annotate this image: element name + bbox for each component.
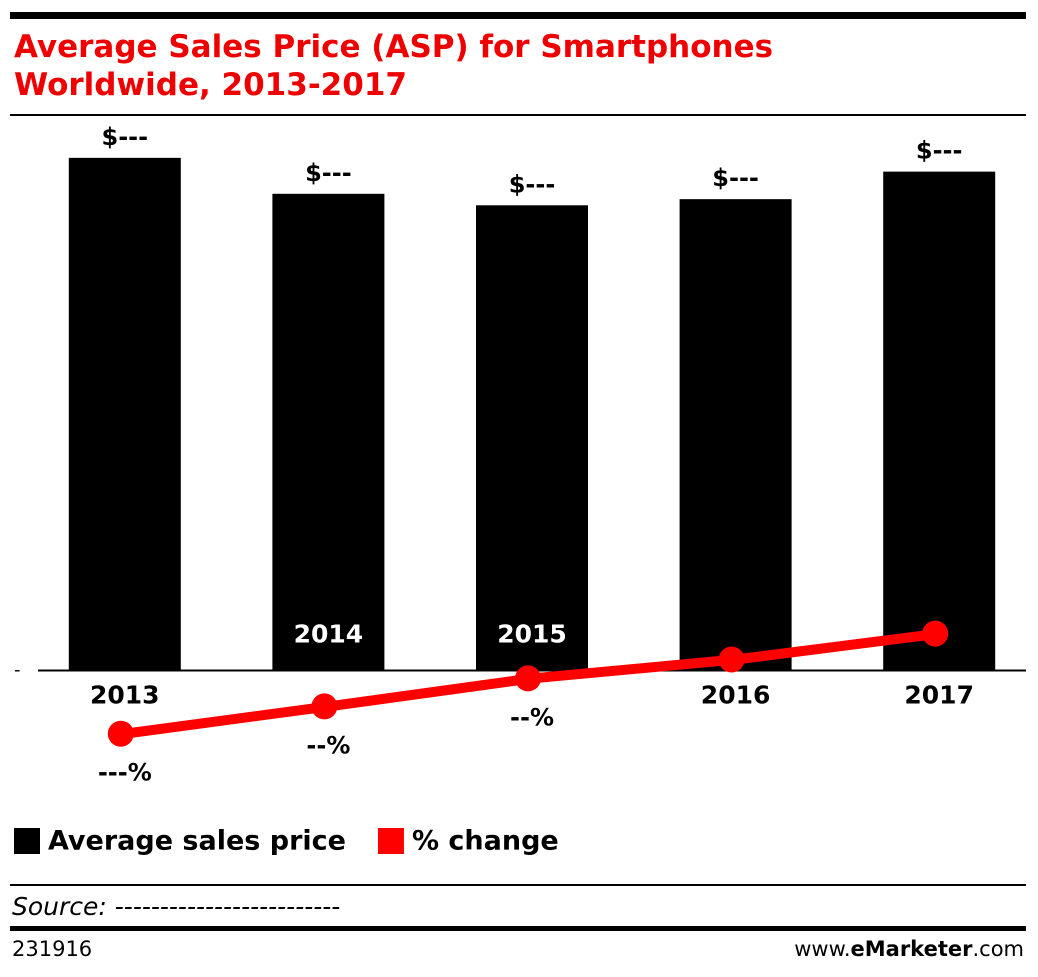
value-label: --%: [306, 731, 350, 759]
value-label: $---: [712, 164, 759, 192]
x-tick-label: 2016: [701, 680, 771, 709]
bar: [68, 157, 181, 671]
bar: [883, 171, 996, 671]
value-label: -%: [719, 611, 753, 639]
point: [311, 693, 338, 720]
x-tick-label: 2014: [294, 619, 364, 648]
x-tick-label: 2013: [90, 680, 160, 709]
site: www.eMarketer.com: [794, 937, 1024, 961]
chart-id: 231916: [12, 937, 92, 961]
legend-swatch: [14, 828, 40, 854]
y-tick-label: -: [14, 659, 21, 680]
value-label: ---%: [98, 759, 152, 787]
bar: [679, 199, 792, 671]
bar: [272, 193, 385, 671]
value-label: $---: [509, 170, 556, 198]
site-part: .com: [972, 937, 1024, 961]
chart-title: Average Sales Price (ASP) for Smartphone…: [14, 29, 774, 103]
value-label: --%: [510, 703, 554, 731]
value-label: $---: [916, 137, 963, 165]
site-part: www.: [794, 937, 850, 961]
point: [515, 665, 541, 692]
point: [718, 646, 745, 673]
point: [107, 720, 134, 747]
value-label: $---: [305, 159, 352, 187]
x-tick-label: 2015: [497, 619, 567, 648]
site-part: eMarketer: [851, 937, 974, 961]
x-tick-label: 2017: [904, 680, 974, 709]
value-label: $---: [102, 123, 149, 151]
source: Source: -------------------------: [12, 892, 340, 921]
point: [922, 620, 949, 647]
footer-rule: [10, 926, 1026, 931]
legend-label: Average sales price: [48, 826, 346, 857]
value-label: -%: [922, 585, 956, 613]
top-rule: [10, 12, 1026, 19]
bar: [476, 205, 588, 671]
legend-swatch: [377, 828, 404, 854]
legend-label: % change: [412, 826, 559, 857]
